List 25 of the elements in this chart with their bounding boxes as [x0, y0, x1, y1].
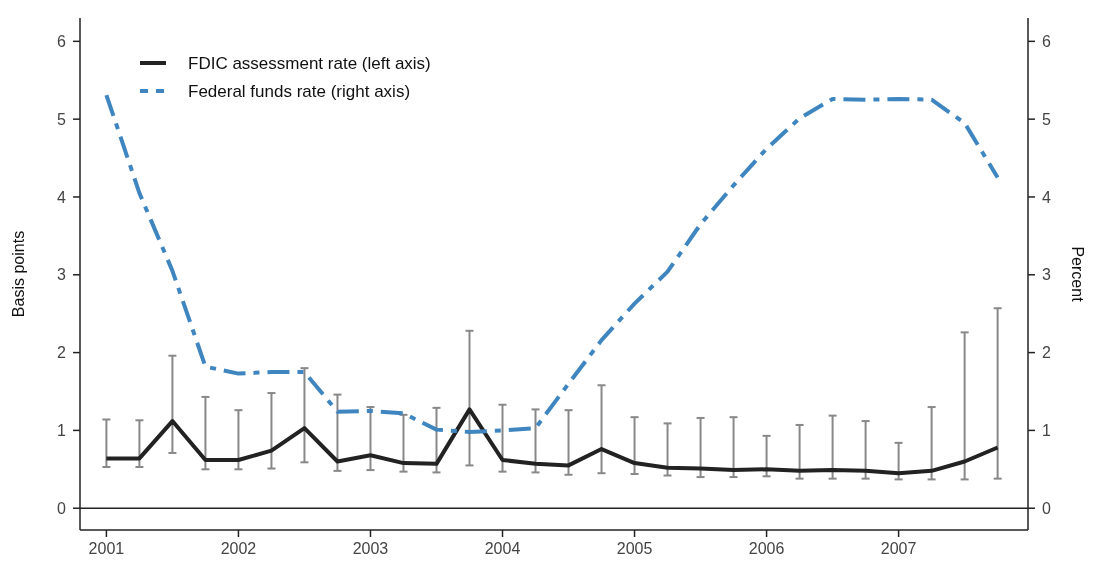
x-tick-label: 2005 [616, 540, 653, 557]
y2-tick-label: 2 [1042, 344, 1051, 362]
x-tick-label: 2002 [220, 540, 257, 557]
x-tick-label: 2004 [484, 540, 521, 557]
y2-tick-label: 3 [1042, 266, 1051, 284]
y-tick-label: 5 [57, 110, 67, 128]
legend-label: Federal funds rate (right axis) [188, 81, 411, 101]
y2-tick-label: 0 [1042, 499, 1051, 517]
y2-tick-label: 5 [1042, 110, 1051, 128]
y2-tick-label: 1 [1042, 422, 1051, 439]
y2-tick-label: 6 [1042, 32, 1051, 50]
y-axis-title: Basis points [10, 230, 27, 318]
y-tick-label: 6 [57, 32, 67, 50]
y-tick-label: 4 [57, 188, 67, 206]
x-tick-label: 2003 [352, 540, 389, 557]
x-tick-label: 2006 [748, 540, 785, 557]
x-tick-label: 2007 [880, 540, 917, 557]
y-tick-label: 1 [57, 422, 67, 439]
x-tick-label: 2001 [88, 540, 125, 557]
y-tick-label: 2 [57, 344, 67, 362]
legend-label: FDIC assessment rate (left axis) [188, 53, 431, 73]
y-tick-label: 3 [57, 266, 67, 284]
y2-tick-label: 4 [1042, 188, 1051, 206]
y-tick-label: 0 [57, 499, 67, 517]
y2-axis-title: Percent [1069, 246, 1086, 303]
